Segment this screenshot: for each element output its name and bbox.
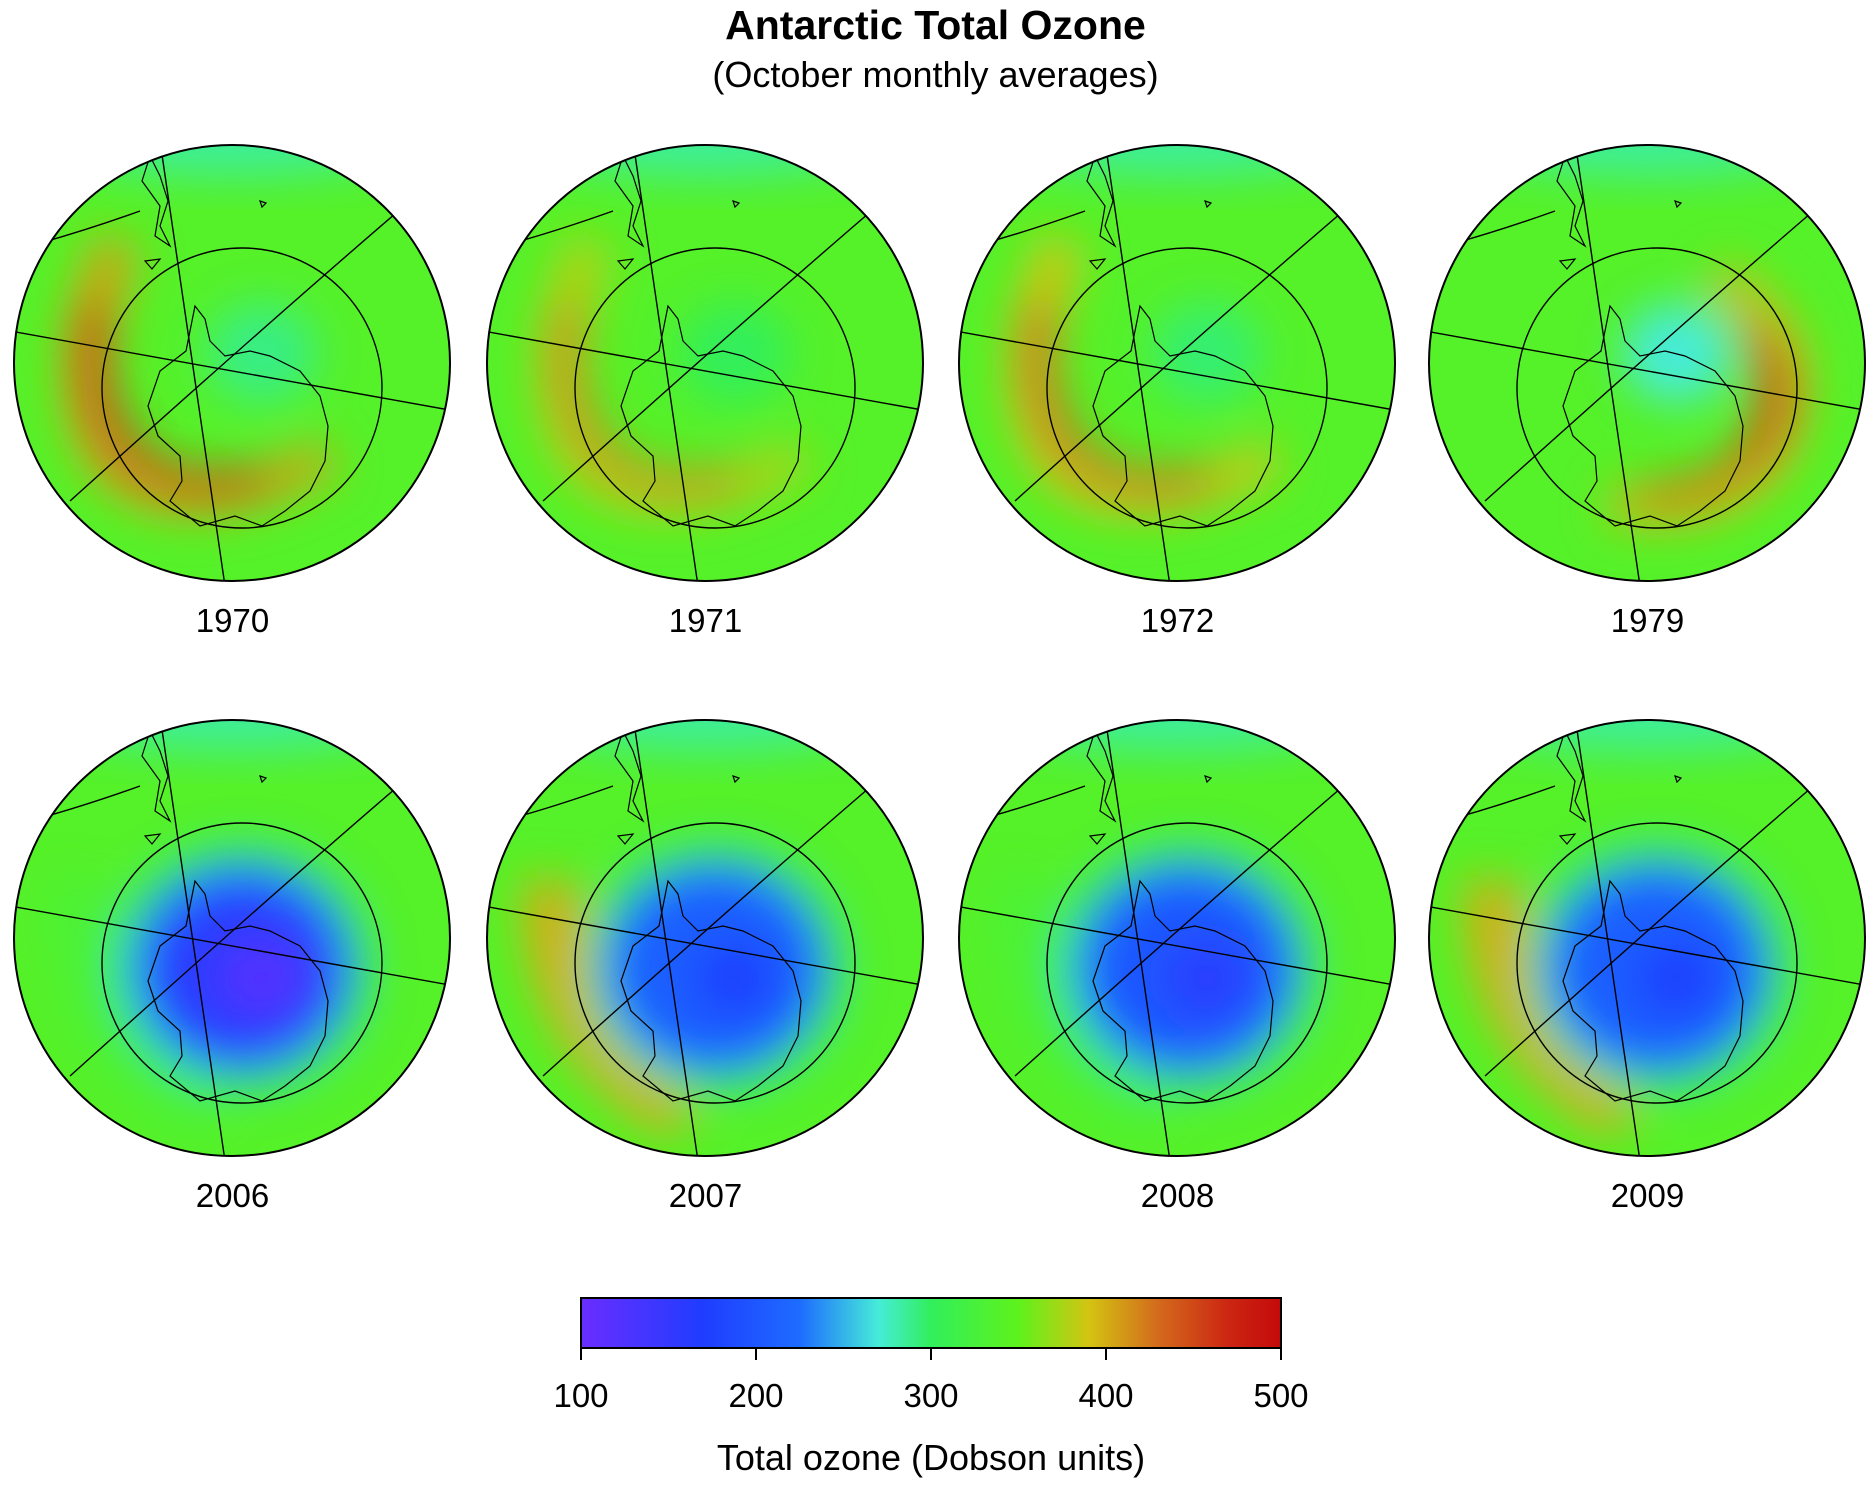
ozone-globe (13, 144, 451, 582)
map-panel-2009: 2009 (1425, 716, 1870, 1236)
colorbar-tick-label: 500 (1253, 1377, 1309, 1414)
colorbar-tick-label: 200 (728, 1377, 784, 1414)
year-label: 1971 (668, 602, 743, 639)
year-label: 2009 (1610, 1177, 1685, 1214)
map-panel-1970: 1970 (10, 141, 455, 661)
colorbar-tick-label: 400 (1078, 1377, 1134, 1414)
map-panel-2007: 2007 (483, 716, 928, 1236)
colorbar-tick-label: 300 (903, 1377, 959, 1414)
ozone-globe (486, 144, 924, 582)
colorbar-gradient (580, 1297, 1282, 1360)
ozone-globe (486, 719, 924, 1157)
year-label: 2007 (668, 1177, 743, 1214)
colorbar-tick-label: 100 (553, 1377, 609, 1414)
map-panel-1971: 1971 (483, 141, 928, 661)
ozone-globe (958, 144, 1396, 582)
map-panel-1979: 1979 (1425, 141, 1870, 661)
ozone-globe (1428, 719, 1866, 1157)
ozone-globe (958, 719, 1396, 1157)
map-panel-1972: 1972 (955, 141, 1400, 661)
map-panel-2006: 2006 (10, 716, 455, 1236)
year-label: 2006 (195, 1177, 270, 1214)
figure-title: Antarctic Total Ozone (725, 2, 1146, 48)
year-label: 1972 (1140, 602, 1215, 639)
year-label: 2008 (1140, 1177, 1215, 1214)
colorbar-title: Total ozone (Dobson units) (716, 1437, 1146, 1478)
year-label: 1970 (195, 602, 270, 639)
map-panel-2008: 2008 (955, 716, 1400, 1236)
ozone-globe (13, 719, 451, 1157)
ozone-globe (1428, 144, 1866, 582)
year-label: 1979 (1610, 602, 1685, 639)
figure-subtitle: (October monthly averages) (712, 54, 1159, 95)
colorbar: 100 200 300 400 500 Total ozone (Dobson unit… (553, 1297, 1309, 1498)
